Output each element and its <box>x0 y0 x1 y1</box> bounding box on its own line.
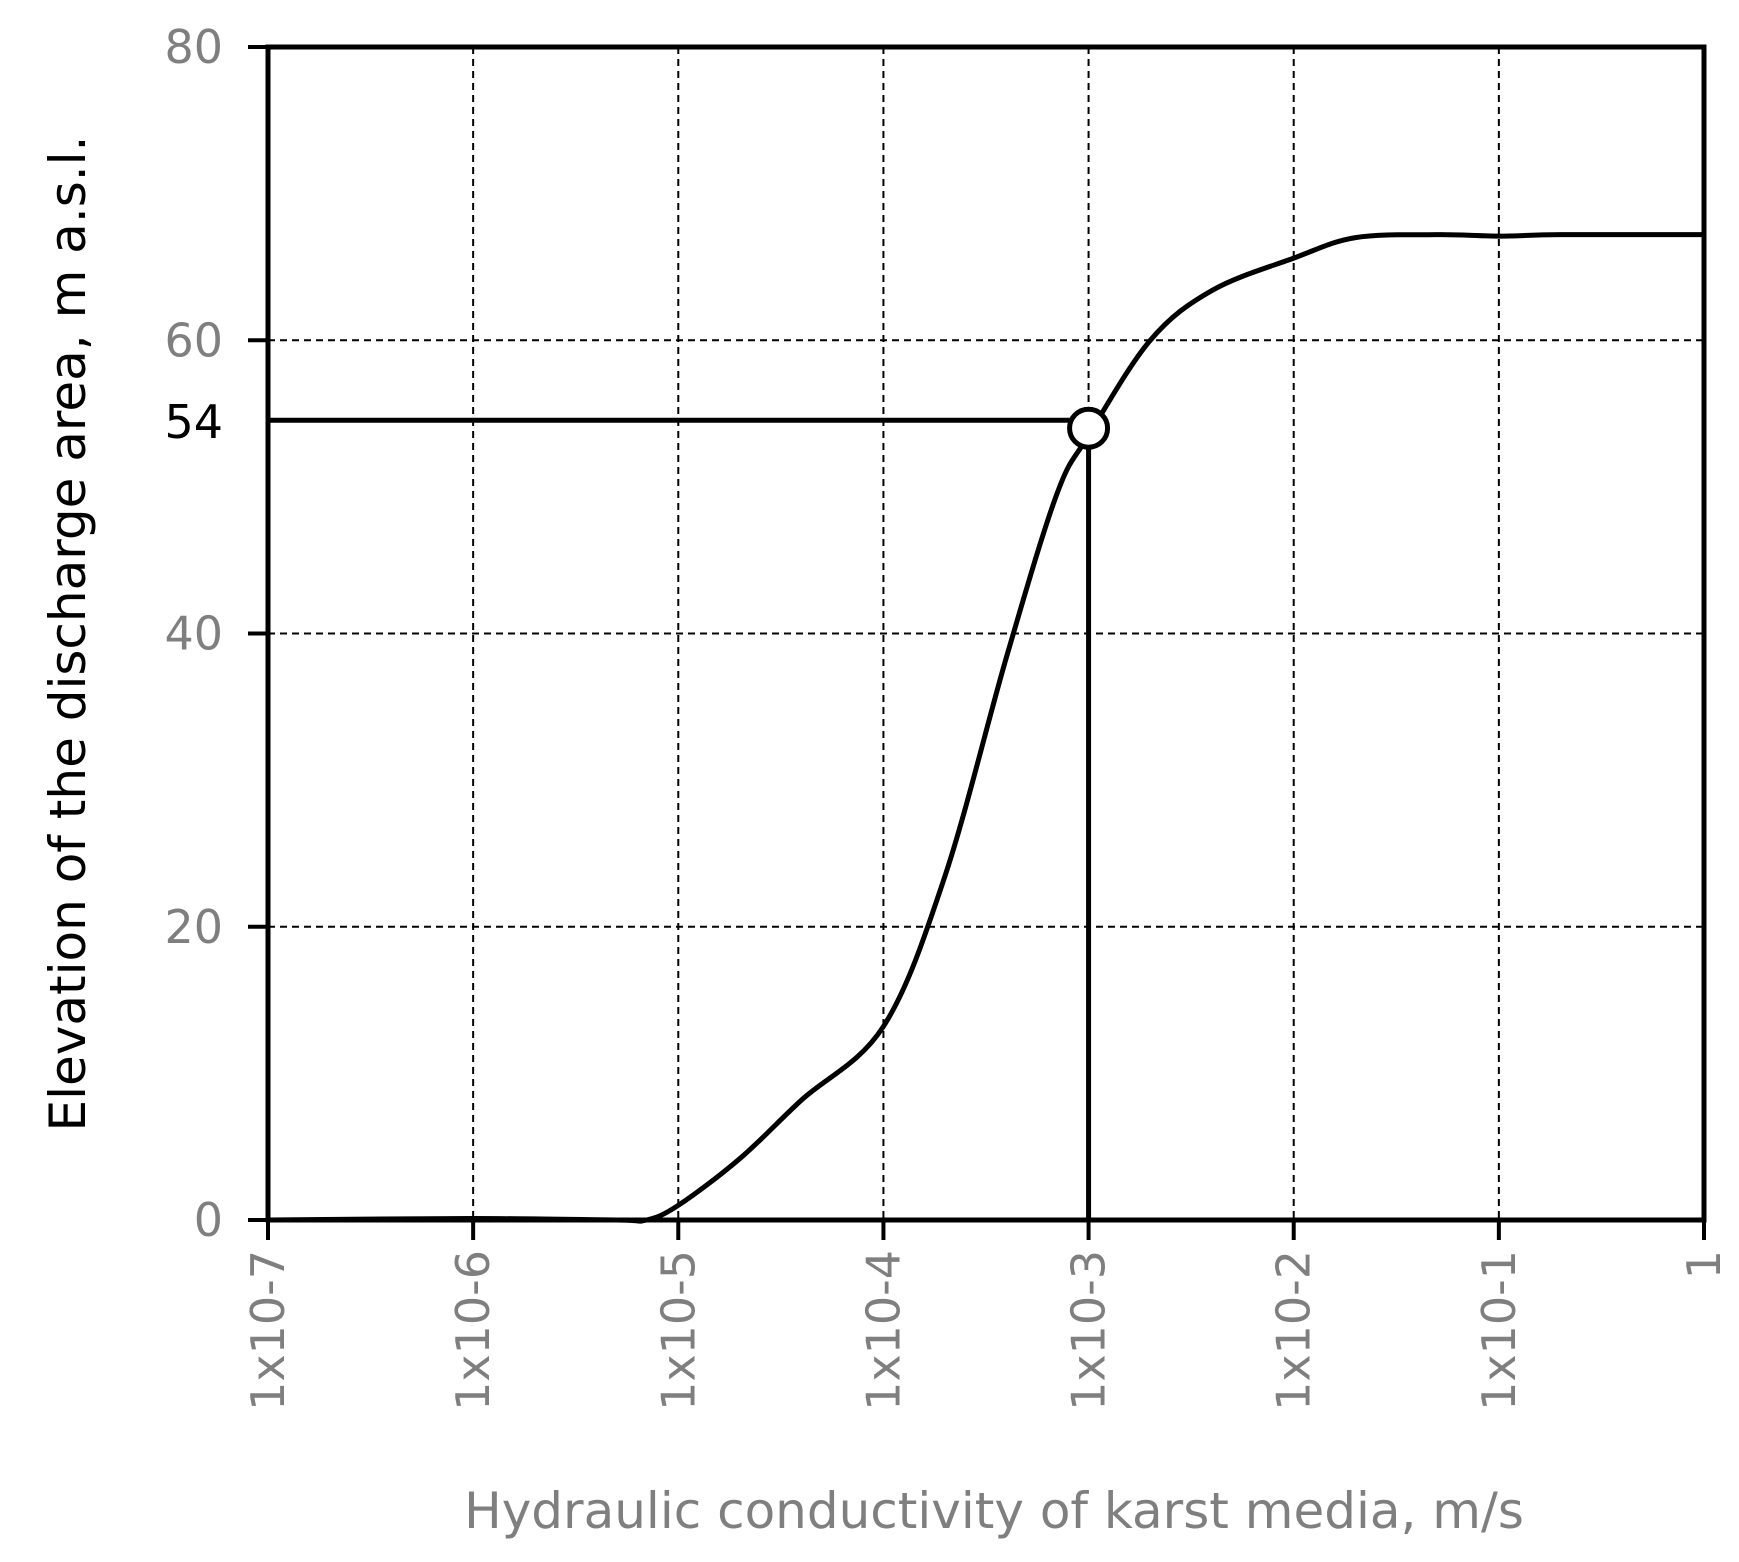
annotation-label: 54 <box>164 395 223 449</box>
annotation-marker <box>1067 406 1111 450</box>
grid-lines <box>268 47 1704 1220</box>
plot-area-border <box>265 44 1707 1223</box>
y-tick-label: 0 <box>194 1193 223 1247</box>
y-tick-label: 80 <box>164 20 223 74</box>
x-tick-label: 1x10-3 <box>1062 1250 1116 1411</box>
x-tick-label: 1x10-4 <box>856 1250 910 1411</box>
x-tick-label: 1 <box>1677 1250 1731 1279</box>
x-tick-label: 1x10-7 <box>241 1250 295 1411</box>
y-axis-title: Elevation of the discharge area, m a.s.l… <box>39 136 97 1132</box>
annotation-guides <box>268 417 1092 1220</box>
tick-labels: 1x10-7 1x10-6 1x10-5 1x10-4 1x10-3 1x10-2 1x10… <box>164 20 1731 1411</box>
x-tick-label: 1x10-6 <box>446 1250 500 1411</box>
x-tick-label: 1x10-2 <box>1267 1250 1321 1411</box>
axis-ticks <box>248 45 1706 1240</box>
y-tick-label: 60 <box>164 313 223 367</box>
x-axis-title: Hydraulic conductivity of karst media, m… <box>464 1482 1524 1540</box>
y-tick-label: 20 <box>164 900 223 954</box>
x-tick-label: 1x10-1 <box>1472 1250 1526 1411</box>
y-tick-label: 40 <box>164 607 223 661</box>
series-line <box>265 232 1707 1224</box>
x-tick-label: 1x10-5 <box>651 1250 705 1411</box>
